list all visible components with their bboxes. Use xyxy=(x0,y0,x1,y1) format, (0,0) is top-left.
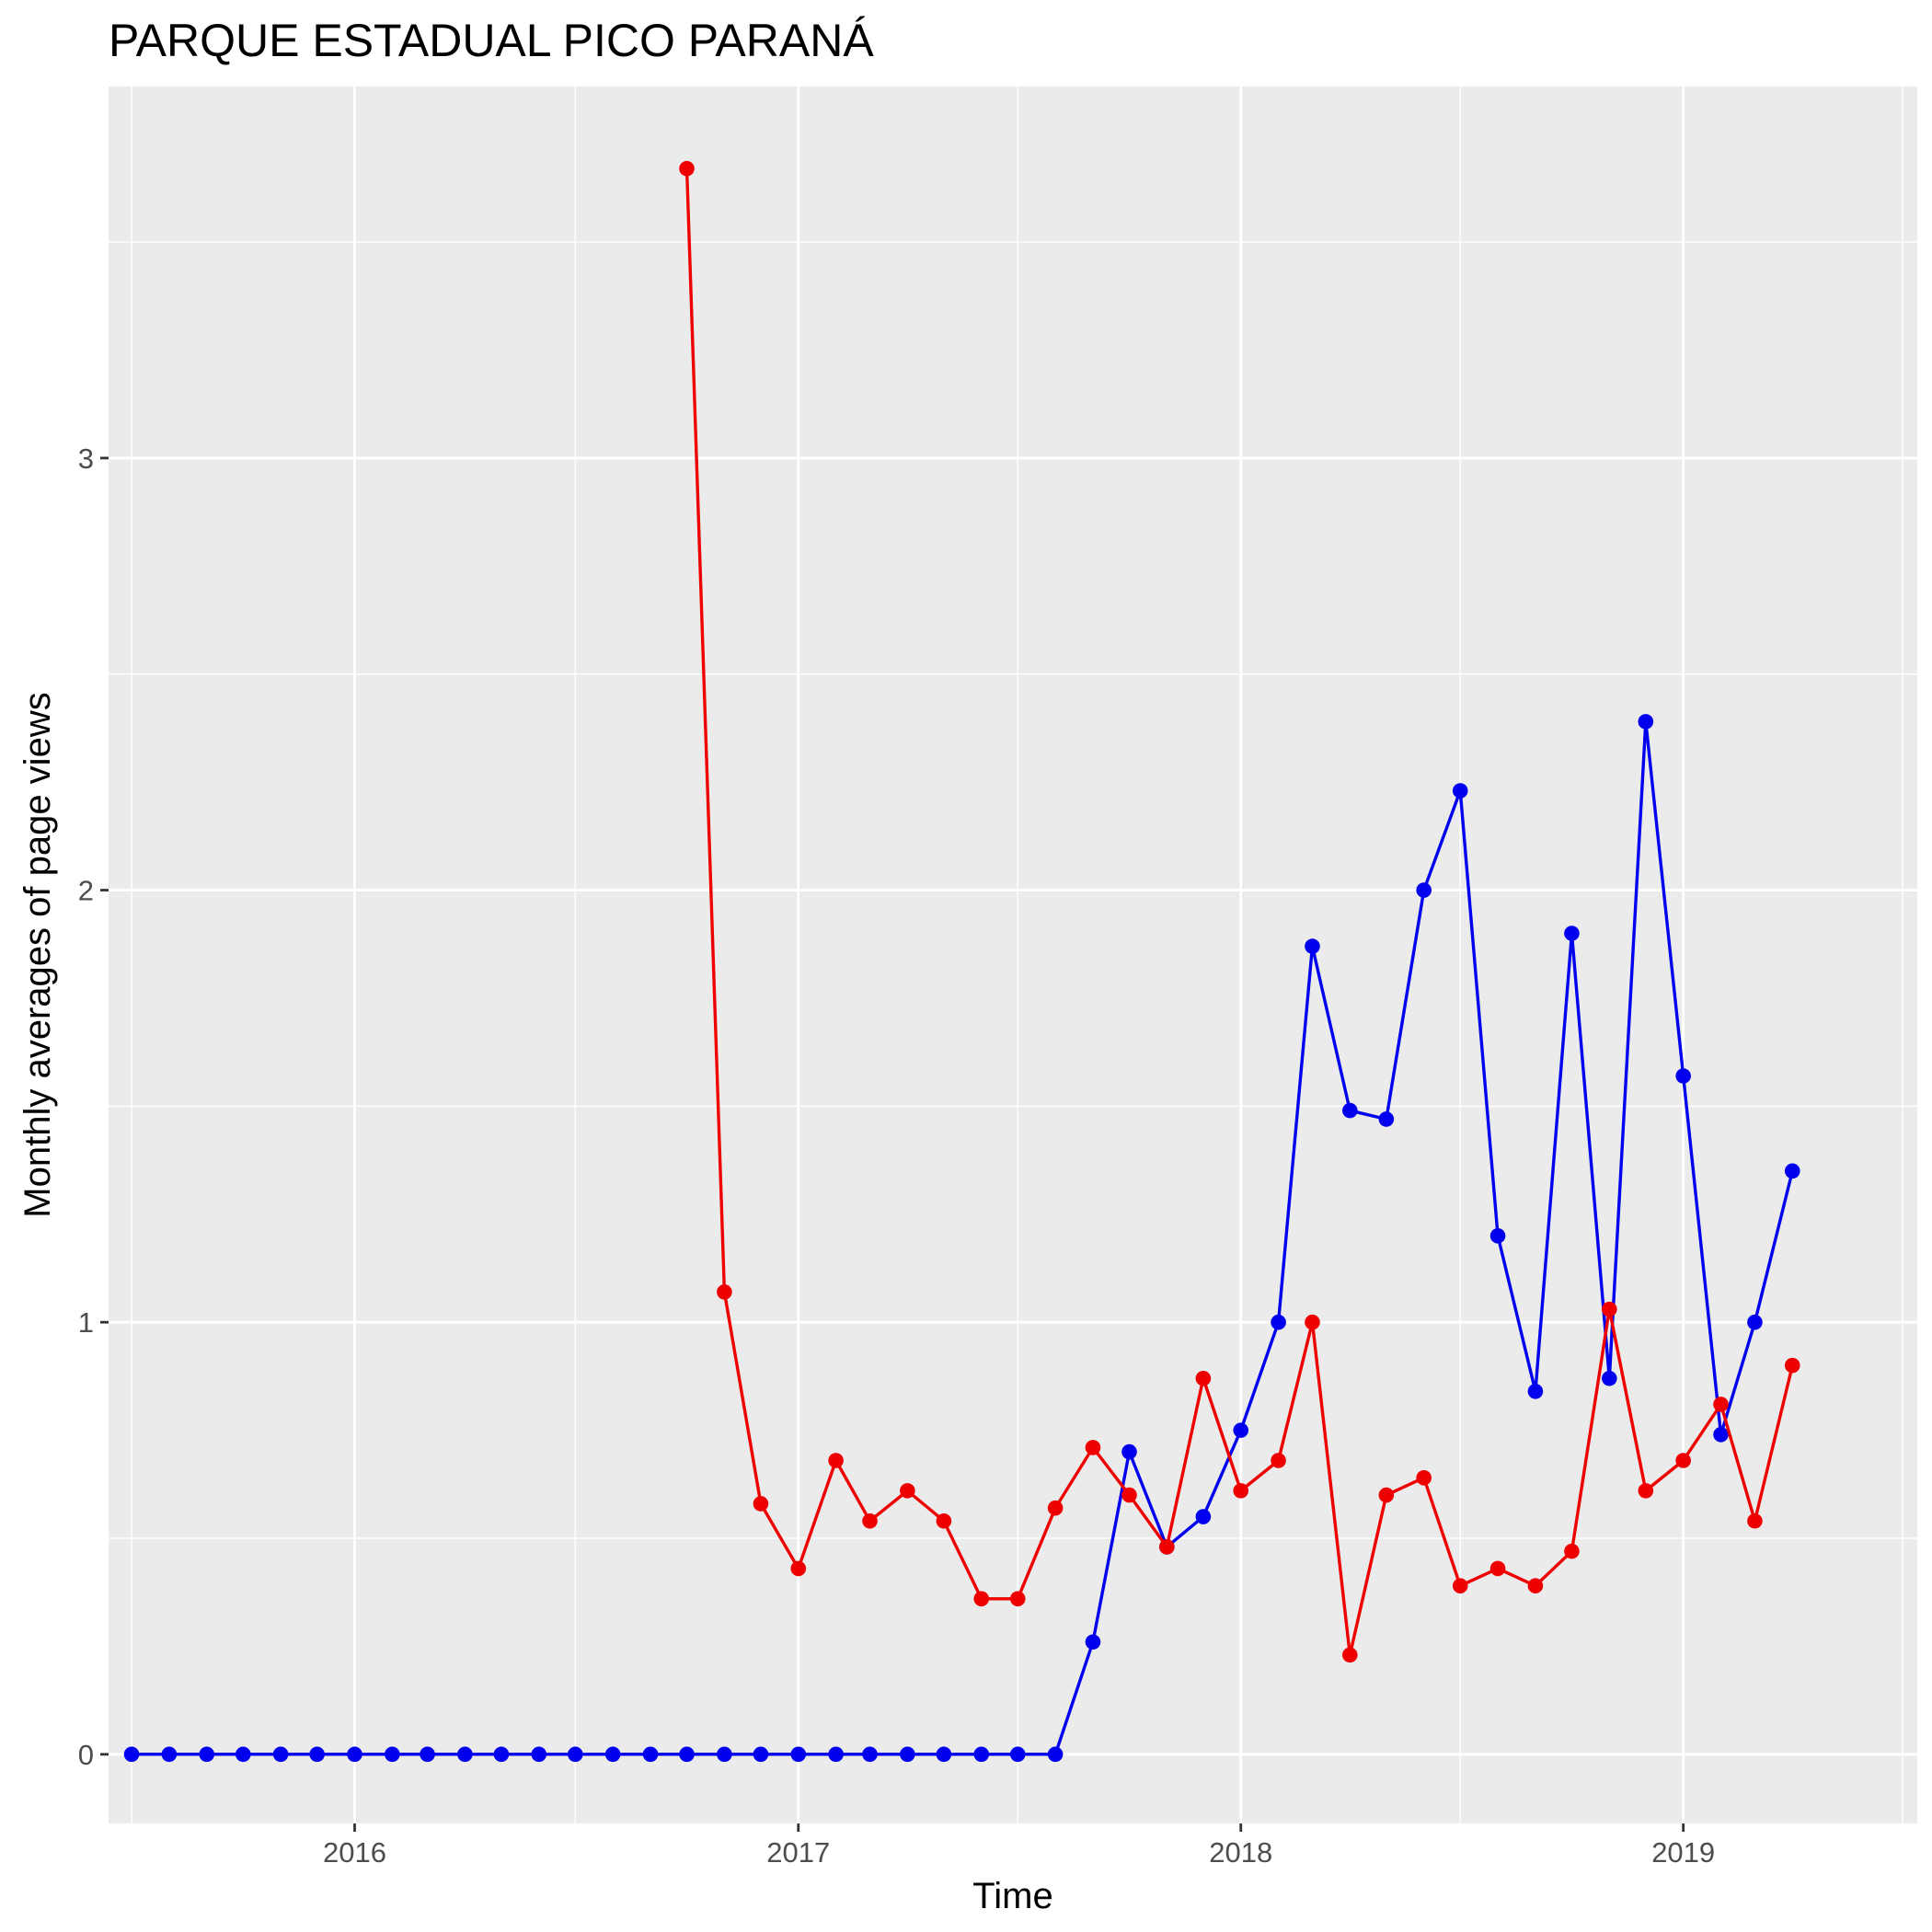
data-point xyxy=(900,1483,915,1499)
data-point xyxy=(1195,1509,1212,1524)
data-point xyxy=(1784,1163,1800,1179)
data-point xyxy=(753,1746,769,1763)
data-point xyxy=(457,1746,473,1763)
data-point xyxy=(1784,1357,1800,1374)
y-axis: 0 1 2 3 xyxy=(78,443,109,1771)
data-point xyxy=(1675,1453,1691,1468)
x-tick-label: 2016 xyxy=(323,1836,386,1869)
minor-gridlines xyxy=(109,86,1917,1823)
data-point xyxy=(1416,1469,1432,1486)
data-point xyxy=(493,1746,510,1763)
data-point xyxy=(1233,1422,1249,1438)
data-point xyxy=(604,1746,621,1763)
data-point xyxy=(753,1496,769,1512)
data-point xyxy=(1713,1397,1729,1412)
data-point xyxy=(936,1512,952,1529)
series-1 xyxy=(123,714,1800,1763)
data-point xyxy=(1378,1487,1395,1503)
data-point xyxy=(1047,1746,1064,1763)
data-point xyxy=(1602,1301,1617,1317)
data-point xyxy=(1527,1384,1544,1399)
major-gridlines xyxy=(109,86,1917,1823)
x-axis: 2016 2017 2018 2019 xyxy=(323,1823,1715,1869)
data-point xyxy=(1527,1578,1544,1593)
data-point xyxy=(1009,1591,1026,1607)
data-point xyxy=(1342,1647,1358,1663)
data-point xyxy=(1233,1483,1249,1499)
data-point xyxy=(679,160,695,177)
data-point xyxy=(1009,1746,1026,1763)
data-point xyxy=(973,1591,990,1607)
x-tick-label: 2018 xyxy=(1209,1836,1272,1869)
data-point xyxy=(385,1746,400,1763)
data-point xyxy=(272,1746,289,1763)
data-point xyxy=(568,1746,583,1763)
y-axis-title: Monthly averages of page views xyxy=(17,692,58,1217)
data-point xyxy=(531,1746,547,1763)
data-point xyxy=(347,1746,362,1763)
data-point xyxy=(1489,1560,1506,1577)
data-point xyxy=(199,1746,215,1763)
data-point xyxy=(1195,1370,1212,1386)
data-point xyxy=(1452,1578,1468,1593)
data-point xyxy=(1713,1427,1729,1443)
data-point xyxy=(828,1746,844,1763)
data-point xyxy=(1159,1539,1175,1555)
data-point xyxy=(679,1746,695,1763)
x-tick-label: 2017 xyxy=(766,1836,830,1869)
data-point xyxy=(1638,1483,1654,1499)
data-point xyxy=(1305,938,1320,954)
data-point xyxy=(1121,1487,1137,1503)
data-point xyxy=(420,1746,435,1763)
data-point xyxy=(309,1746,325,1763)
series-line xyxy=(132,719,1794,1756)
y-tick-label: 0 xyxy=(78,1739,94,1771)
data-point xyxy=(790,1560,807,1577)
data-point xyxy=(717,1284,732,1300)
data-point xyxy=(1121,1443,1137,1460)
data-point xyxy=(1747,1512,1763,1529)
data-point xyxy=(1271,1314,1286,1330)
data-point xyxy=(1564,1543,1580,1559)
data-point xyxy=(1564,926,1580,941)
y-tick-label: 1 xyxy=(78,1306,94,1339)
data-point xyxy=(1416,882,1432,898)
data-point xyxy=(1747,1314,1763,1330)
series-layer xyxy=(123,160,1800,1763)
data-point xyxy=(973,1746,990,1763)
y-tick-label: 2 xyxy=(78,875,94,907)
data-point xyxy=(1085,1440,1101,1455)
data-point xyxy=(161,1746,178,1763)
data-point xyxy=(235,1746,251,1763)
data-point xyxy=(1489,1227,1506,1244)
data-point xyxy=(1602,1370,1617,1386)
data-point xyxy=(790,1746,807,1763)
data-point xyxy=(936,1746,952,1763)
data-point xyxy=(1452,783,1468,799)
data-point xyxy=(1305,1314,1320,1330)
data-point xyxy=(642,1746,659,1763)
x-axis-title: Time xyxy=(972,1876,1052,1916)
y-tick-label: 3 xyxy=(78,443,94,475)
data-point xyxy=(1675,1068,1691,1084)
data-point xyxy=(1271,1453,1286,1468)
data-point xyxy=(862,1512,878,1529)
data-point xyxy=(1638,714,1654,730)
data-point xyxy=(828,1453,844,1468)
series-2 xyxy=(679,160,1800,1663)
plot-panel xyxy=(109,86,1917,1823)
data-point xyxy=(1085,1634,1101,1650)
data-point xyxy=(123,1746,140,1763)
data-point xyxy=(1378,1111,1395,1127)
chart-title: PARQUE ESTADUAL PICO PARANÁ xyxy=(109,15,874,66)
data-point xyxy=(1047,1500,1064,1516)
data-point xyxy=(900,1746,915,1763)
data-point xyxy=(862,1746,878,1763)
data-point xyxy=(1342,1102,1358,1119)
data-point xyxy=(717,1746,732,1763)
x-tick-label: 2019 xyxy=(1651,1836,1715,1869)
